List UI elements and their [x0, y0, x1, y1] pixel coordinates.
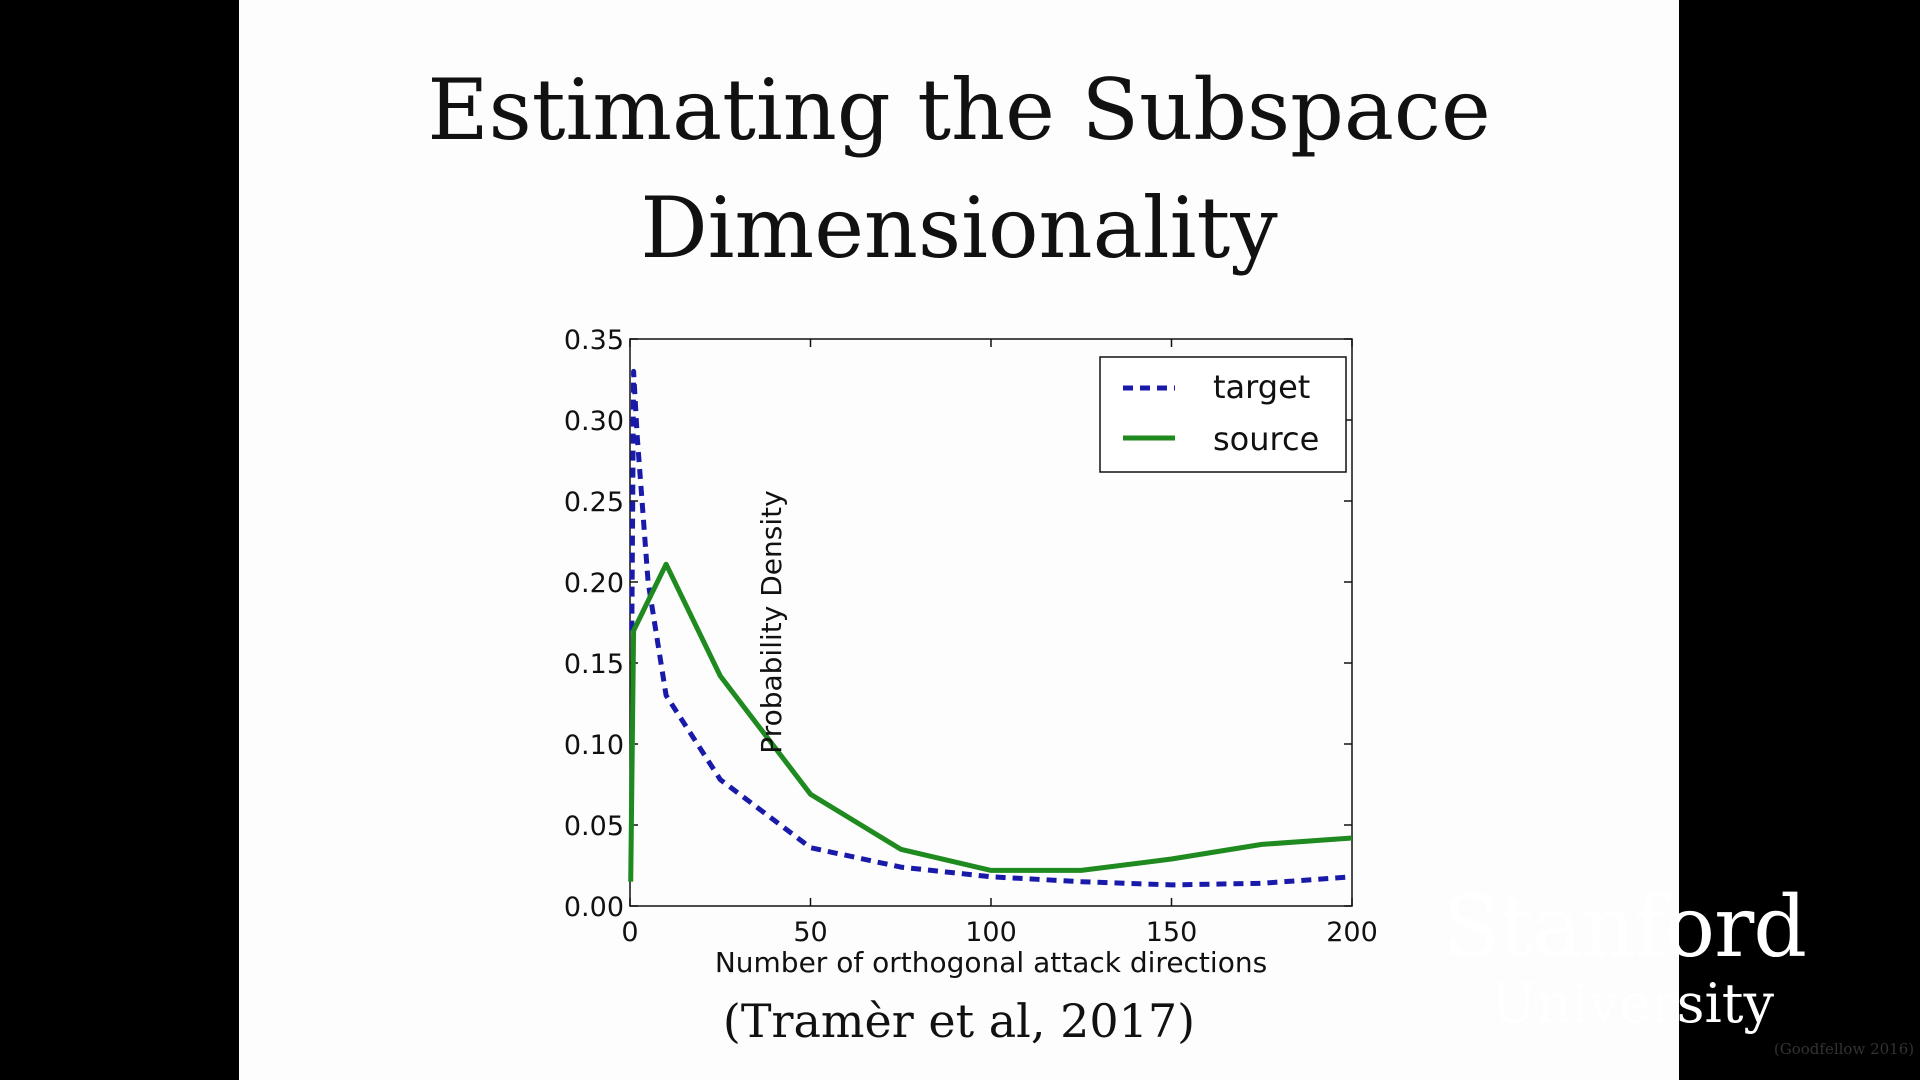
- y-tick-label: 0.00: [564, 892, 624, 923]
- x-axis-ticks: 0 50 100 150 200: [621, 339, 1378, 948]
- series-layer: [628, 368, 1353, 888]
- x-tick-label: 50: [793, 917, 827, 948]
- x-tick-label: 200: [1326, 917, 1378, 948]
- legend-label-source: source: [1213, 420, 1319, 458]
- left-letterbox: [0, 0, 239, 1080]
- y-tick-label: 0.10: [564, 730, 624, 761]
- legend: target source: [1099, 356, 1347, 473]
- slide-title-line1: Estimating the Subspace: [427, 61, 1491, 159]
- slide: Estimating the Subspace Dimensionality 0…: [239, 0, 1914, 1080]
- y-axis-label: Probability Density: [755, 490, 788, 753]
- y-tick-label: 0.15: [564, 649, 624, 680]
- y-tick-label: 0.05: [564, 811, 624, 842]
- legend-label-target: target: [1213, 368, 1310, 406]
- y-tick-label: 0.25: [564, 487, 624, 518]
- right-letterbox: [1679, 0, 1920, 1080]
- y-tick-label: 0.35: [564, 325, 624, 356]
- series-line-source: [628, 561, 1353, 882]
- line-chart: 0.00 0.05 0.10 0.15 0.20 0.25 0.30 0.35 0 50 100 1…: [564, 325, 1378, 979]
- footnote: (Goodfellow 2016): [1773, 1040, 1915, 1058]
- y-axis-ticks: 0.00 0.05 0.10 0.15 0.20 0.25 0.30 0.35: [564, 325, 1352, 923]
- logo-text-line2: University: [1490, 972, 1774, 1035]
- logo-text-line1: Stanford: [1442, 878, 1807, 976]
- university-logo: Stanford University: [1443, 885, 1816, 1035]
- citation: (Tramèr et al, 2017): [722, 994, 1196, 1048]
- y-tick-label: 0.20: [564, 568, 624, 599]
- y-tick-label: 0.30: [564, 406, 624, 437]
- series-line-target: [629, 368, 1353, 888]
- x-axis-label: Number of orthogonal attack directions: [715, 946, 1267, 979]
- x-tick-label: 100: [965, 917, 1017, 948]
- x-tick-label: 150: [1146, 917, 1198, 948]
- slide-title-line2: Dimensionality: [640, 179, 1278, 277]
- legend-box: [1099, 356, 1347, 473]
- x-tick-label: 0: [621, 917, 638, 948]
